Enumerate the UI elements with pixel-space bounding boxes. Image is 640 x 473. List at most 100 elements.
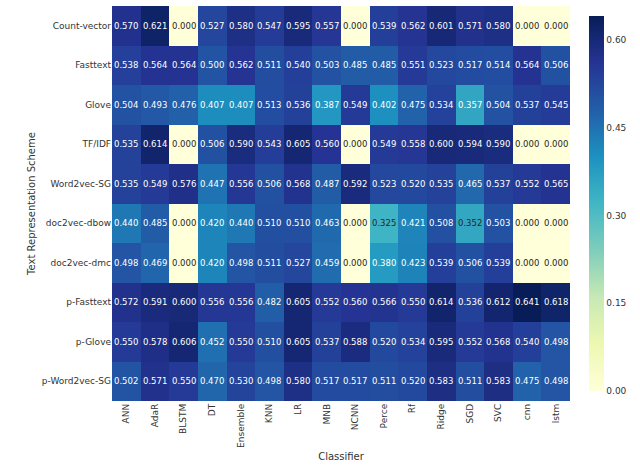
svg-text:0.498: 0.498 [114,258,138,268]
svg-text:0.556: 0.556 [229,179,253,189]
svg-text:0.000: 0.000 [343,258,367,268]
svg-text:0.440: 0.440 [229,218,253,228]
svg-text:0.498: 0.498 [544,376,568,386]
svg-text:0.552: 0.552 [315,297,339,307]
svg-text:0.537: 0.537 [515,100,539,110]
svg-text:0.380: 0.380 [372,258,396,268]
svg-text:LR: LR [293,404,303,415]
svg-text:0.500: 0.500 [200,60,224,70]
svg-text:0.583: 0.583 [429,376,453,386]
svg-text:0.506: 0.506 [200,139,224,149]
svg-text:0.539: 0.539 [486,258,510,268]
svg-text:p-Word2vec-SG: p-Word2vec-SG [42,376,111,386]
svg-text:ANN: ANN [121,404,131,424]
svg-text:0.470: 0.470 [200,376,224,386]
svg-text:0.504: 0.504 [114,100,138,110]
svg-text:0.566: 0.566 [372,297,396,307]
svg-text:0.570: 0.570 [114,21,138,31]
svg-text:0.571: 0.571 [458,21,482,31]
svg-text:0.592: 0.592 [343,179,367,189]
svg-text:0.534: 0.534 [401,337,425,347]
svg-text:0.475: 0.475 [401,100,425,110]
svg-text:0.590: 0.590 [229,139,253,149]
svg-text:0.605: 0.605 [286,337,310,347]
svg-text:0.568: 0.568 [486,337,510,347]
svg-text:0.517: 0.517 [315,376,339,386]
svg-text:0.407: 0.407 [200,100,224,110]
svg-text:0.520: 0.520 [401,179,425,189]
svg-text:doc2vec-dmc: doc2vec-dmc [51,258,111,268]
svg-text:0.357: 0.357 [458,100,482,110]
svg-text:Glove: Glove [85,100,111,110]
svg-text:0.000: 0.000 [515,21,539,31]
svg-text:0.550: 0.550 [172,376,196,386]
svg-text:Rf: Rf [407,403,417,413]
svg-text:0.503: 0.503 [315,60,339,70]
svg-text:0.614: 0.614 [429,297,453,307]
svg-text:0.558: 0.558 [401,139,425,149]
svg-text:0.568: 0.568 [286,179,310,189]
svg-text:0.549: 0.549 [143,179,167,189]
svg-text:0.535: 0.535 [114,139,138,149]
svg-text:0.485: 0.485 [343,60,367,70]
svg-text:0.000: 0.000 [544,258,568,268]
svg-text:0.571: 0.571 [143,376,167,386]
svg-text:0.535: 0.535 [114,179,138,189]
svg-text:0.564: 0.564 [172,60,196,70]
svg-text:0.595: 0.595 [286,21,310,31]
svg-text:0.60: 0.60 [606,35,626,45]
svg-text:0.000: 0.000 [343,21,367,31]
svg-text:0.595: 0.595 [429,337,453,347]
svg-text:0.562: 0.562 [401,21,425,31]
svg-text:0.606: 0.606 [172,337,196,347]
svg-text:Fasttext: Fasttext [75,60,111,70]
svg-text:0.440: 0.440 [114,218,138,228]
svg-text:0.407: 0.407 [229,100,253,110]
svg-text:0.508: 0.508 [429,218,453,228]
svg-text:0.612: 0.612 [486,297,510,307]
svg-text:0.534: 0.534 [429,100,453,110]
svg-text:0.572: 0.572 [114,297,138,307]
svg-text:0.387: 0.387 [315,100,339,110]
svg-text:0.000: 0.000 [172,139,196,149]
svg-text:0.459: 0.459 [315,258,339,268]
svg-text:0.511: 0.511 [372,376,396,386]
svg-text:0.517: 0.517 [458,60,482,70]
svg-text:0.506: 0.506 [544,60,568,70]
svg-text:0.475: 0.475 [515,376,539,386]
svg-text:0.485: 0.485 [372,60,396,70]
svg-text:0.420: 0.420 [200,218,224,228]
svg-text:0.420: 0.420 [200,258,224,268]
svg-text:0.506: 0.506 [257,179,281,189]
svg-text:0.506: 0.506 [458,258,482,268]
svg-text:0.511: 0.511 [257,258,281,268]
svg-text:0.580: 0.580 [286,376,310,386]
svg-text:0.550: 0.550 [401,297,425,307]
svg-text:0.562: 0.562 [229,60,253,70]
svg-text:KNN: KNN [264,404,274,423]
svg-text:0.511: 0.511 [257,60,281,70]
svg-text:0.493: 0.493 [143,100,167,110]
svg-text:0.543: 0.543 [257,139,281,149]
svg-text:0.594: 0.594 [458,139,482,149]
svg-text:0.583: 0.583 [486,376,510,386]
svg-text:DT: DT [207,403,217,416]
svg-text:0.447: 0.447 [200,179,224,189]
svg-text:0.487: 0.487 [315,179,339,189]
svg-text:0.549: 0.549 [343,100,367,110]
svg-text:0.527: 0.527 [200,21,224,31]
svg-text:0.641: 0.641 [515,297,539,307]
svg-text:Text Representation Scheme: Text Representation Scheme [26,132,37,276]
svg-text:0.513: 0.513 [257,100,281,110]
svg-text:MNB: MNB [322,404,332,425]
svg-text:0.539: 0.539 [429,258,453,268]
svg-text:0.510: 0.510 [257,218,281,228]
svg-text:0.502: 0.502 [114,376,138,386]
svg-text:0.564: 0.564 [143,60,167,70]
svg-text:SGD: SGD [465,404,475,424]
svg-text:0.476: 0.476 [172,100,196,110]
svg-text:0.504: 0.504 [486,100,510,110]
svg-text:0.535: 0.535 [429,179,453,189]
svg-text:NCNN: NCNN [350,404,360,430]
svg-text:0.469: 0.469 [143,258,167,268]
